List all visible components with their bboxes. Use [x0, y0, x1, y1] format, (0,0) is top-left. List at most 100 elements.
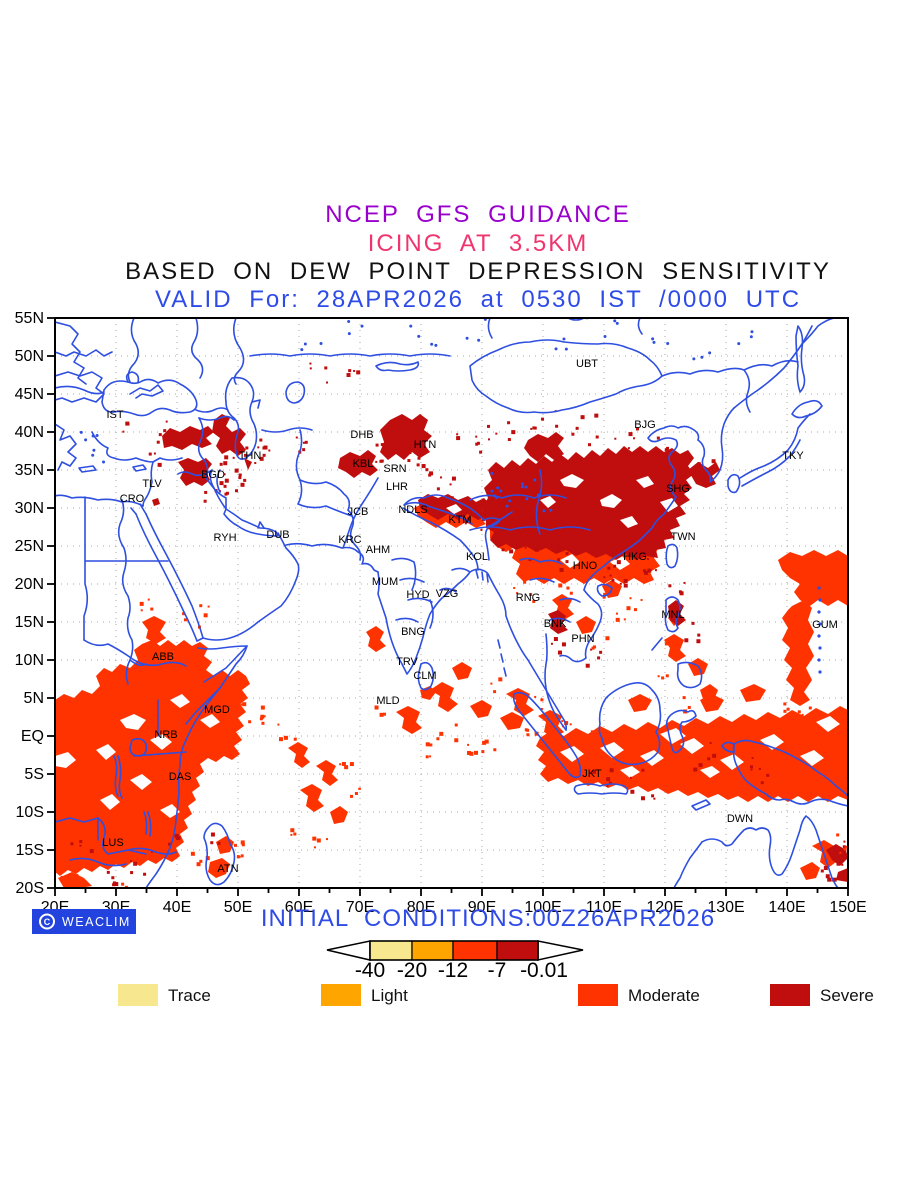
severe-speck: [400, 442, 403, 445]
moderate-speck: [261, 721, 265, 725]
severe-speck: [608, 781, 612, 785]
x-axis-label: 130E: [707, 899, 744, 916]
severe-speck: [561, 642, 566, 647]
severe-speck: [647, 568, 652, 573]
moderate-speck: [615, 617, 620, 622]
severe-speck: [210, 832, 215, 837]
moderate-speck: [657, 675, 660, 678]
lake-dot: [524, 485, 528, 489]
severe-speck: [760, 781, 764, 785]
severe-speck: [243, 478, 247, 482]
moderate-speck: [569, 723, 572, 726]
lake-dot: [409, 324, 413, 328]
severe-speck: [825, 874, 830, 879]
moderate-speck: [121, 882, 125, 886]
severe-speck: [559, 567, 564, 572]
severe-speck: [697, 633, 701, 637]
moderate-speck: [664, 642, 668, 646]
severe-speck: [843, 840, 846, 843]
lake-dot: [549, 508, 553, 512]
moderate-speck: [626, 606, 631, 611]
severe-speck: [244, 453, 248, 457]
lake-dot: [79, 430, 83, 434]
moderate-speck: [493, 748, 497, 752]
x-axis-label: 110E: [586, 899, 622, 916]
severe-speck: [651, 794, 655, 798]
severe-speck: [225, 491, 229, 495]
weaclim-logo: C WEACLIM: [32, 909, 136, 934]
severe-speck: [507, 421, 511, 425]
moderate-speck: [484, 739, 489, 744]
island-chain-dot: [817, 634, 821, 638]
severe-speck: [210, 841, 214, 845]
severe-speck: [487, 424, 491, 428]
lake-dot: [490, 489, 494, 493]
moderate-speck: [590, 730, 594, 734]
severe-speck: [245, 446, 249, 450]
severe-speck: [324, 366, 328, 370]
severe-speck: [79, 839, 83, 843]
severe-speck: [585, 663, 590, 668]
severe-speck: [480, 528, 483, 531]
severe-speck: [112, 883, 116, 887]
severe-speck: [683, 581, 686, 584]
station-label: LHR: [386, 481, 408, 493]
lake-dot: [465, 336, 469, 340]
station-label: MGD: [204, 704, 230, 716]
moderate-speck: [199, 859, 203, 863]
moderate-speck: [350, 794, 354, 798]
station-label: VZG: [436, 588, 459, 600]
moderate-speck: [783, 709, 787, 713]
severe-speck: [70, 842, 74, 846]
y-axis-label: 10N: [15, 652, 44, 669]
severe-speck: [750, 768, 753, 771]
moderate-speck: [374, 705, 379, 710]
severe-speck: [114, 882, 119, 887]
severe-speck: [175, 431, 179, 435]
severe-speck: [417, 456, 421, 460]
severe-speck: [168, 842, 172, 846]
moderate-speck: [578, 734, 581, 737]
severe-speck: [541, 539, 545, 543]
severe-speck: [555, 424, 559, 428]
severe-speck: [495, 432, 498, 435]
colorbar-frame: [369, 940, 539, 961]
station-label: MUM: [372, 576, 398, 588]
moderate-speck: [573, 733, 576, 736]
severe-speck: [224, 492, 228, 496]
severe-speck: [126, 422, 130, 426]
station-label: PHN: [571, 633, 594, 645]
severe-speck: [263, 445, 268, 450]
severe-speck: [697, 462, 701, 466]
moderate-speck: [854, 847, 857, 850]
station-label: TWN: [670, 531, 695, 543]
station-label: DWN: [727, 813, 753, 825]
lake-dot: [499, 489, 503, 493]
lake-dot: [303, 342, 307, 346]
moderate-speck: [183, 618, 187, 622]
severe-speck: [148, 452, 152, 456]
title-method: BASED ON DEW POINT DEPRESSION SENSITIVIT…: [125, 258, 831, 285]
lake-dot: [84, 438, 88, 442]
lake-dot: [533, 478, 537, 482]
severe-speck: [836, 862, 840, 866]
severe-speck: [466, 517, 471, 522]
severe-speck: [559, 547, 564, 552]
severe-speck: [456, 433, 459, 436]
y-axis-label: 10S: [16, 804, 44, 821]
severe-speck: [129, 860, 132, 863]
lake-dot: [737, 342, 741, 346]
severe-speck: [309, 367, 312, 370]
severe-speck: [749, 765, 753, 769]
severe-speck: [623, 583, 628, 588]
moderate-speck: [238, 856, 241, 859]
station-label: DAS: [169, 771, 192, 783]
severe-speck: [628, 432, 633, 437]
moderate-speck: [633, 608, 637, 612]
station-label: TLV: [142, 478, 162, 490]
lake-dot: [520, 482, 524, 486]
moderate-speck: [147, 598, 150, 601]
severe-speck: [642, 569, 646, 573]
colorbar-tick-label: -12: [438, 959, 468, 982]
station-label: THN: [239, 450, 262, 462]
